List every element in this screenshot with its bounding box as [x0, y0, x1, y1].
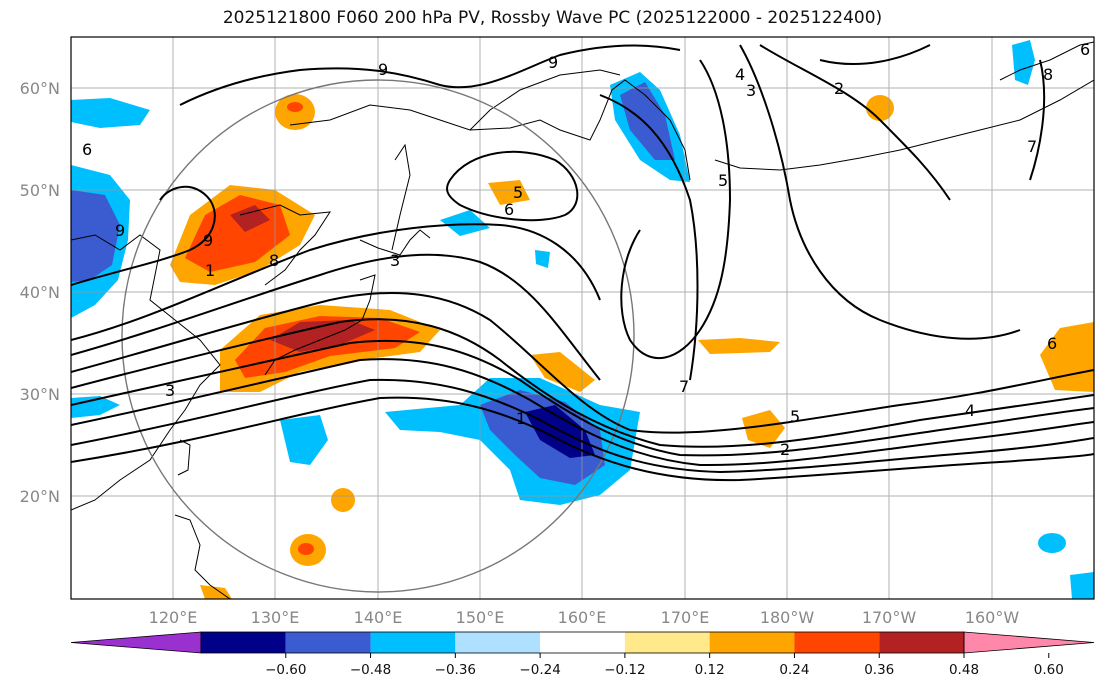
colorbar-bin: [455, 632, 541, 653]
lat-label: 30°N: [20, 385, 60, 404]
lon-label: 150°E: [456, 608, 505, 627]
contour-label: 7: [679, 377, 689, 396]
lat-label: 40°N: [20, 283, 60, 302]
colorbar-tick-label: −0.36: [435, 662, 476, 678]
colorbar-tick-label: −0.12: [604, 662, 645, 678]
colorbar-bin: [370, 632, 456, 653]
lon-label: 160°W: [965, 608, 1020, 627]
contour-label: 8: [269, 251, 279, 270]
colorbar-tick-label: 0.48: [949, 662, 979, 678]
colorbar-tick-label: 0.24: [779, 662, 809, 678]
contour-label: 1: [205, 261, 215, 280]
contour-label: 3: [390, 251, 400, 270]
contour-label: 7: [1027, 137, 1037, 156]
target-radius-circle: [121, 79, 635, 593]
contour-label: 5: [513, 183, 523, 202]
contour-label: 6: [82, 140, 92, 159]
colorbar-bin: [794, 632, 880, 653]
lat-label: 50°N: [20, 181, 60, 200]
colorbar-tick-label: 0.36: [864, 662, 894, 678]
lon-label: 120°E: [149, 608, 198, 627]
contour-label: 9: [378, 60, 388, 79]
lon-label: 170°W: [862, 608, 917, 627]
contour-label: 2: [780, 440, 790, 459]
colorbar-tick-label: −0.24: [519, 662, 560, 678]
lon-label: 160°E: [558, 608, 607, 627]
pv-anomaly-shading: [71, 40, 1094, 599]
lon-label: 140°E: [354, 608, 403, 627]
lon-label: 180°W: [760, 608, 815, 627]
contour-label: 4: [735, 65, 745, 84]
colorbar-tick-label: −0.48: [350, 662, 391, 678]
contour-label: 2: [834, 79, 844, 98]
colorbar-extend-low: [70, 631, 202, 654]
pv-contours: [71, 44, 1094, 482]
colorbar-frame: [200, 631, 965, 654]
colorbar-extend-high: [963, 631, 1095, 654]
contour-label: 8: [1043, 65, 1053, 84]
colorbar: [70, 631, 1095, 654]
contour-label: 1: [516, 409, 526, 428]
contour-label: 9: [115, 221, 125, 240]
contour-label: 9: [548, 53, 558, 72]
contour-label: 5: [790, 407, 800, 426]
colorbar-bin: [201, 632, 286, 653]
colorbar-bin: [285, 632, 371, 653]
colorbar-tick-label: 0.60: [1034, 662, 1064, 678]
contour-label: 5: [718, 171, 728, 190]
coastlines: [71, 41, 1094, 599]
lat-label: 60°N: [20, 79, 60, 98]
contour-label-group: 6 9 9 4 3 2 8 7 9 9 5 6 5 1 3 8 6 7 5 4 …: [82, 40, 1090, 459]
longitude-axis: 120°E 130°E 140°E 150°E 160°E 170°E 180°…: [149, 608, 1020, 627]
contour-label: 3: [746, 81, 756, 100]
colorbar-tick-label: −0.60: [265, 662, 306, 678]
contour-label: 6: [1080, 40, 1090, 59]
map-title: 2025121800 F060 200 hPa PV, Rossby Wave …: [222, 8, 883, 28]
latitude-axis: 60°N 50°N 40°N 30°N 20°N: [20, 79, 60, 506]
colorbar-ticks: −0.60 −0.48 −0.36 −0.24 −0.12 0.12 0.24 0.36 0.4…: [265, 653, 1064, 678]
contour-label: 3: [165, 381, 175, 400]
colorbar-bin: [624, 632, 710, 653]
contour-label: 4: [965, 401, 975, 420]
lat-lon-grid: [71, 37, 1094, 599]
contour-label: 6: [504, 200, 514, 219]
lon-label: 130°E: [251, 608, 300, 627]
lon-label: 170°E: [661, 608, 710, 627]
contour-label: 6: [1047, 334, 1057, 353]
colorbar-bin: [879, 632, 964, 653]
colorbar-bin: [709, 632, 795, 653]
lat-label: 20°N: [20, 487, 60, 506]
colorbar-bin: [540, 632, 625, 653]
plot-frame: [70, 36, 1095, 600]
colorbar-tick-label: 0.12: [695, 662, 725, 678]
contour-label: 9: [203, 231, 213, 250]
